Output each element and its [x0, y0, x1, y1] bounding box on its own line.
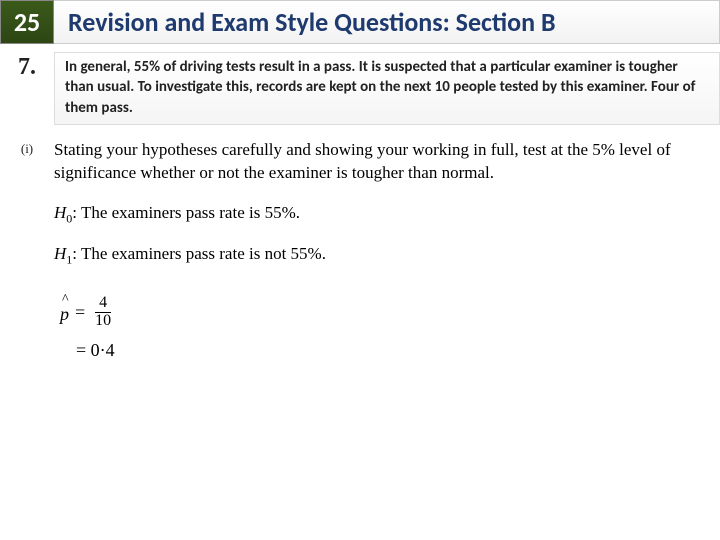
question-text: In general, 55% of driving tests result …: [54, 52, 720, 125]
formula-phat: p = 4 10: [60, 295, 720, 330]
phat-symbol: p: [60, 300, 69, 325]
hypothesis-h1: H1: The examiners pass rate is not 55%.: [54, 244, 720, 267]
title-box: Revision and Exam Style Questions: Secti…: [54, 0, 720, 44]
slide-number: 25: [14, 6, 40, 38]
formula-block: p = 4 10 = 0·4: [60, 295, 720, 361]
header-bar: 25 Revision and Exam Style Questions: Se…: [0, 0, 720, 44]
fraction: 4 10: [91, 295, 115, 330]
part-row: (i) Stating your hypotheses carefully an…: [0, 139, 720, 185]
page-title: Revision and Exam Style Questions: Secti…: [68, 6, 556, 38]
denominator: 10: [91, 313, 115, 330]
h0-text: : The examiners pass rate is 55%.: [72, 203, 300, 222]
h0-prefix: H: [54, 203, 66, 222]
result-value: 0·4: [91, 340, 115, 360]
slide-number-box: 25: [0, 0, 54, 44]
hypothesis-h0: H0: The examiners pass rate is 55%.: [54, 203, 720, 226]
formula-result: = 0·4: [76, 340, 720, 361]
h1-prefix: H: [54, 244, 66, 263]
part-label: (i): [0, 139, 54, 185]
h1-text: : The examiners pass rate is not 55%.: [72, 244, 326, 263]
question-row: 7. In general, 55% of driving tests resu…: [0, 52, 720, 125]
part-text: Stating your hypotheses carefully and sh…: [54, 139, 720, 185]
equals-2: =: [76, 340, 86, 360]
numerator: 4: [95, 295, 111, 313]
equals-1: =: [75, 302, 85, 323]
question-number: 7.: [0, 52, 54, 125]
